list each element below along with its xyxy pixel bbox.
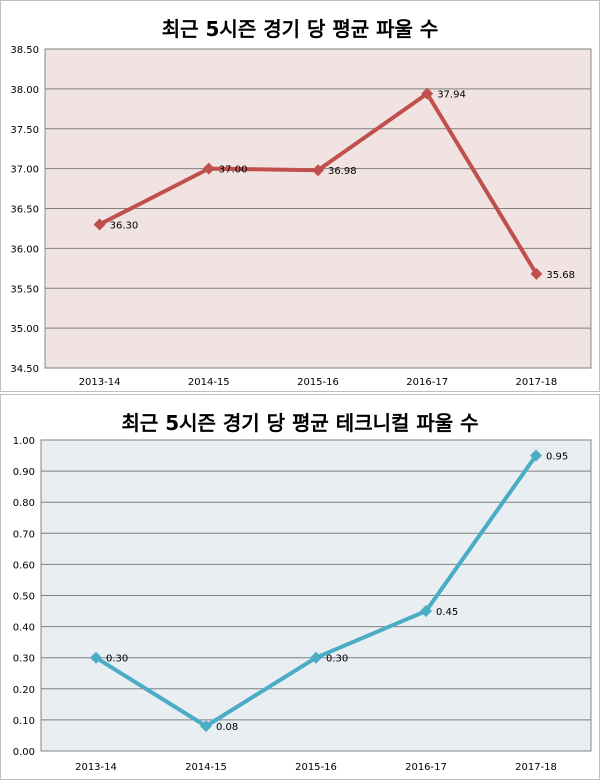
y-tick-label: 0.90	[13, 467, 35, 478]
y-tick-label: 36.50	[10, 205, 39, 216]
y-tick-label: 35.50	[10, 284, 39, 295]
y-tick-label: 36.00	[10, 244, 39, 255]
y-tick-label: 35.00	[10, 324, 39, 335]
data-label: 37.00	[219, 165, 248, 176]
y-tick-label: 34.50	[10, 364, 39, 375]
y-tick-label: 38.00	[10, 85, 39, 96]
x-tick-label: 2015-16	[297, 377, 339, 388]
data-label: 36.98	[328, 166, 357, 177]
x-tick-label: 2014-15	[185, 762, 227, 773]
x-tick-label: 2017-18	[516, 377, 558, 388]
x-tick-label: 2015-16	[295, 762, 337, 773]
data-label: 0.08	[216, 722, 238, 733]
x-tick-label: 2016-17	[406, 377, 448, 388]
x-tick-label: 2014-15	[188, 377, 230, 388]
y-tick-label: 0.70	[13, 529, 35, 540]
y-tick-label: 0.30	[13, 654, 35, 665]
y-tick-label: 1.00	[13, 436, 35, 447]
x-tick-label: 2013-14	[79, 377, 121, 388]
data-label: 35.68	[546, 270, 575, 281]
y-tick-label: 37.00	[10, 165, 39, 176]
data-label: 0.30	[326, 654, 348, 665]
data-label: 0.45	[436, 607, 458, 618]
y-tick-label: 38.50	[10, 45, 39, 56]
technical-foul-chart: 최근 5시즌 경기 당 평균 테크니컬 파울 수 0.00 0.10 0.20 0.3…	[0, 394, 600, 780]
data-label: 0.95	[546, 452, 568, 463]
foul-chart: 최근 5시즌 경기 당 평균 파울 수 34.50 35.00 35.50 36.00…	[0, 0, 600, 392]
y-tick-label: 0.10	[13, 716, 35, 727]
x-tick-label: 2016-17	[405, 762, 447, 773]
y-tick-label: 0.80	[13, 498, 35, 509]
data-label: 37.94	[437, 90, 466, 101]
y-tick-label: 0.50	[13, 592, 35, 603]
x-tick-label: 2017-18	[515, 762, 557, 773]
y-tick-label: 0.60	[13, 560, 35, 571]
technical-foul-chart-svg: 0.00 0.10 0.20 0.30 0.40 0.50 0.60 0.70 0.80 0.90…	[1, 395, 600, 781]
y-tick-label: 37.50	[10, 125, 39, 136]
x-tick-label: 2013-14	[75, 762, 117, 773]
y-tick-label: 0.40	[13, 623, 35, 634]
y-tick-label: 0.20	[13, 685, 35, 696]
data-label: 0.30	[106, 654, 128, 665]
foul-chart-svg: 34.50 35.00 35.50 36.00 36.50 37.00 37.50 38.00…	[1, 1, 600, 393]
data-label: 36.30	[110, 220, 139, 231]
y-tick-label: 0.00	[13, 747, 35, 758]
